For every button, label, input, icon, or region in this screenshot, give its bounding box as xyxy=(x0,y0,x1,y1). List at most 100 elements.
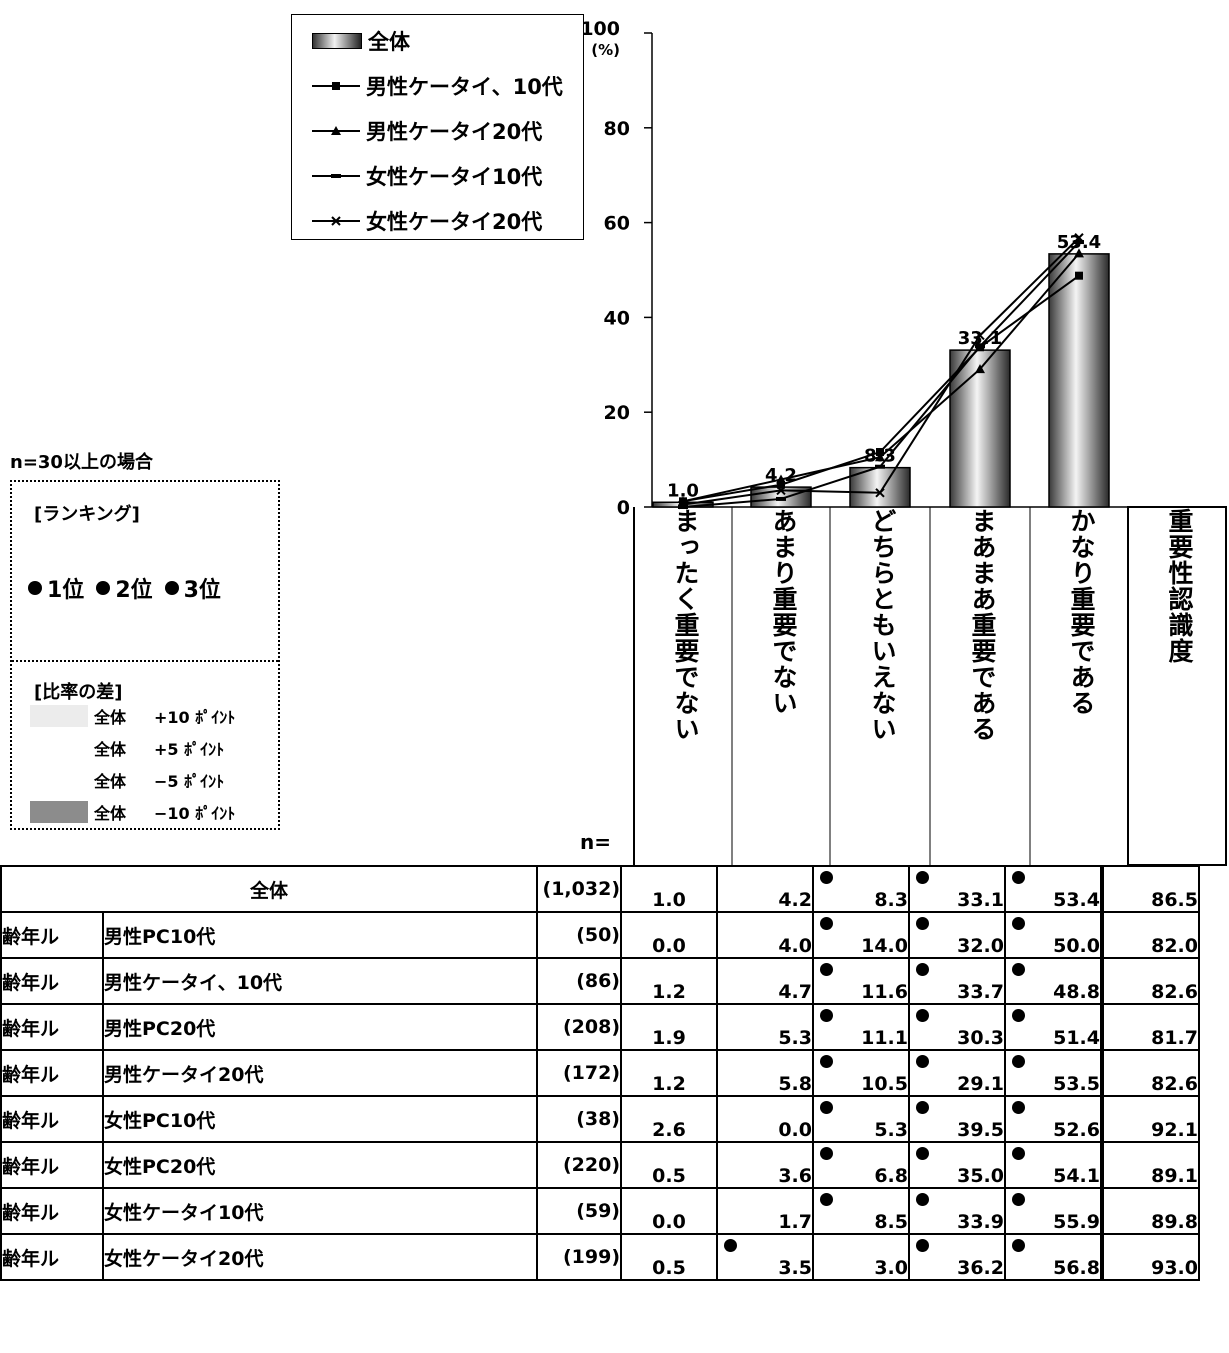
value-cell: 10.5 xyxy=(812,1049,910,1097)
value-cell: 14.0 xyxy=(812,911,910,959)
group-cell: 齢年ル xyxy=(0,1187,104,1235)
column-gap xyxy=(1100,957,1104,1005)
rank-label: 3位 xyxy=(183,578,221,603)
legend-label: 全体 xyxy=(368,30,410,54)
rank-dot-icon xyxy=(1012,1193,1025,1206)
y-tick-label: 20 xyxy=(604,402,630,424)
column-header: どちらともいえない xyxy=(868,508,897,742)
rank-dot-icon xyxy=(916,917,929,930)
column-gap xyxy=(1100,911,1104,959)
n-cell: (86) xyxy=(536,957,622,1005)
column-gap xyxy=(1100,1141,1104,1189)
rank-dot-icon xyxy=(820,1055,833,1068)
chart-area: 0 20 40 60 80 100(%) 1.0 4.2 8.3 33.1 53.4 xyxy=(580,18,1128,519)
line-marker xyxy=(678,505,688,509)
ratio-row: 全体 −5 ﾎﾟｲﾝﾄ xyxy=(30,768,304,792)
rank-dot-icon xyxy=(820,1193,833,1206)
ratio-value: +10 ﾎﾟｲﾝﾄ xyxy=(154,708,236,727)
y-tick-label: 60 xyxy=(604,213,630,235)
value-cell: 53.5 xyxy=(1004,1049,1102,1097)
value-cell: 0.5 xyxy=(620,1141,718,1189)
column-header: あまり重要でない xyxy=(769,508,798,716)
group-cell: 齢年ル xyxy=(0,1141,104,1189)
n-cell: (1,032) xyxy=(536,865,622,913)
value-cell: 0.5 xyxy=(620,1233,718,1281)
n-cell: (50) xyxy=(536,911,622,959)
ratio-row: 全体 −10 ﾎﾟｲﾝﾄ xyxy=(30,800,304,824)
rank-dot-icon xyxy=(916,963,929,976)
row-label: 女性PC20代 xyxy=(102,1141,538,1189)
row-label: 男性PC20代 xyxy=(102,1003,538,1051)
value-cell: 52.6 xyxy=(1004,1095,1102,1143)
column-gap xyxy=(1100,1003,1104,1051)
rank-dot-icon xyxy=(1012,963,1025,976)
rank-dot-icon xyxy=(820,963,833,976)
line-marker xyxy=(876,448,884,457)
value-cell: 55.9 xyxy=(1004,1187,1102,1235)
legend-line-swatch-icon xyxy=(312,121,360,141)
value-cell: 35.0 xyxy=(908,1141,1006,1189)
value-cell: 11.6 xyxy=(812,957,910,1005)
table-row: 齢年ル 男性PC20代 (208) 1.9 5.3 11.1 30.3 51.4 81.7 xyxy=(0,1003,1200,1051)
table-row: 齢年ル 男性PC10代 (50) 0.0 4.0 14.0 32.0 50.0 82.0 xyxy=(0,911,1200,959)
rank-dot-icon xyxy=(916,1055,929,1068)
row-label: 男性ケータイ、10代 xyxy=(102,957,538,1005)
column-header: かなり重要である xyxy=(1067,508,1096,716)
column-gap xyxy=(1100,1233,1104,1281)
value-cell: 53.4 xyxy=(1004,865,1102,913)
n-header: n= xyxy=(580,830,611,854)
condition-note: n=30以上の場合 xyxy=(10,452,153,473)
legend-item: 男性ケータイ、10代 xyxy=(312,66,563,106)
value-cell: 29.1 xyxy=(908,1049,1006,1097)
value-cell: 6.8 xyxy=(812,1141,910,1189)
rank-dot-icon xyxy=(1012,871,1025,884)
value-cell: 0.0 xyxy=(716,1095,814,1143)
ratio-label: 全体 xyxy=(94,804,127,823)
ratio-label: 全体 xyxy=(94,740,127,759)
bar-value-label: 33.1 xyxy=(958,328,1002,349)
group-cell: 齢年ル xyxy=(0,1095,104,1143)
rank-item-2: 2位 xyxy=(96,572,153,604)
rank-dot-icon xyxy=(820,1101,833,1114)
group-cell: 齢年ル xyxy=(0,911,104,959)
value-cell: 4.2 xyxy=(716,865,814,913)
n-cell: (208) xyxy=(536,1003,622,1051)
ratio-label: 全体 xyxy=(94,708,127,727)
legend-line-swatch-icon xyxy=(312,211,360,231)
value-cell: 5.3 xyxy=(812,1095,910,1143)
line-marker xyxy=(776,485,786,496)
rank-item-1: 1位 xyxy=(28,572,84,604)
row-label: 男性ケータイ20代 xyxy=(102,1049,538,1097)
legend-label: 女性ケータイ20代 xyxy=(366,210,543,234)
value-cell: 2.6 xyxy=(620,1095,718,1143)
ratio-swatch xyxy=(30,705,88,727)
legend-label: 女性ケータイ10代 xyxy=(366,165,543,189)
n-cell: (220) xyxy=(536,1141,622,1189)
value-cell: 0.0 xyxy=(620,1187,718,1235)
rank-label: 2位 xyxy=(115,578,153,603)
line-marker xyxy=(875,464,885,469)
rank-dot-icon xyxy=(1012,1055,1025,1068)
group-cell: 齢年ル xyxy=(0,1049,104,1097)
importance-cell: 82.0 xyxy=(1102,911,1200,959)
rank-dot-icon xyxy=(724,1239,737,1252)
importance-cell: 82.6 xyxy=(1102,957,1200,1005)
bar xyxy=(1048,253,1110,508)
value-cell: 33.7 xyxy=(908,957,1006,1005)
importance-cell: 92.1 xyxy=(1102,1095,1200,1143)
bar xyxy=(949,349,1011,508)
value-cell: 50.0 xyxy=(1004,911,1102,959)
importance-cell: 93.0 xyxy=(1102,1233,1200,1281)
line-marker xyxy=(975,344,985,349)
value-cell: 8.5 xyxy=(812,1187,910,1235)
legend-label: 男性ケータイ20代 xyxy=(366,120,543,144)
y-tick-label: 40 xyxy=(604,307,630,329)
line-marker xyxy=(1074,240,1084,245)
row-label: 男性PC10代 xyxy=(102,911,538,959)
bar-value-label: 1.0 xyxy=(667,480,699,501)
legend-item: 女性ケータイ20代 xyxy=(312,201,542,241)
value-cell: 39.5 xyxy=(908,1095,1006,1143)
value-cell: 8.3 xyxy=(812,865,910,913)
ratio-value: −10 ﾎﾟｲﾝﾄ xyxy=(154,804,236,823)
row-label: 女性PC10代 xyxy=(102,1095,538,1143)
